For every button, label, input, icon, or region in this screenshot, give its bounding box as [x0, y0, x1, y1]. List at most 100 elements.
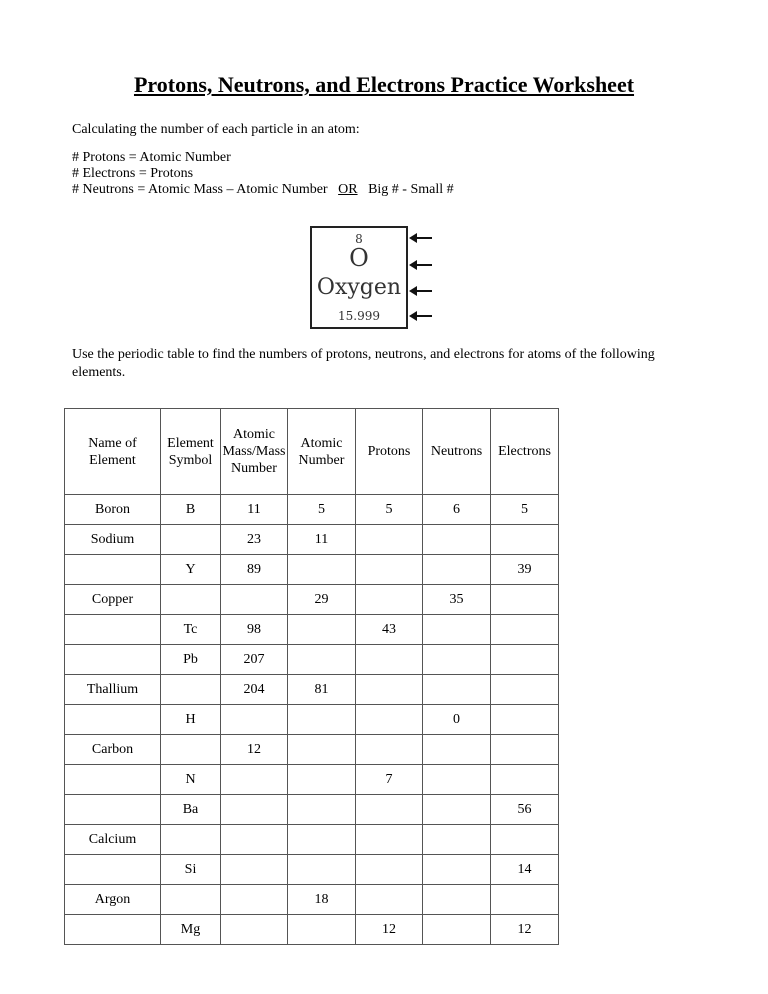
table-cell[interactable] [355, 734, 423, 765]
table-cell[interactable] [287, 734, 356, 765]
table-cell[interactable] [64, 554, 161, 585]
table-cell[interactable] [355, 644, 423, 675]
table-cell[interactable] [355, 854, 423, 885]
column-header: Atomic Number [287, 408, 356, 495]
table-cell: 98 [220, 614, 288, 645]
column-header: Electrons [490, 408, 559, 495]
table-cell: Tc [160, 614, 221, 645]
table-cell[interactable] [160, 884, 221, 915]
table-cell[interactable] [355, 884, 423, 915]
table-cell[interactable] [355, 704, 423, 735]
table-cell[interactable] [220, 794, 288, 825]
table-cell: 11 [287, 524, 356, 555]
table-cell[interactable] [490, 644, 559, 675]
table-cell[interactable] [422, 554, 491, 585]
table-row: Ba 56 [64, 794, 559, 825]
table-cell[interactable] [287, 764, 356, 795]
table-cell[interactable] [160, 524, 221, 555]
table-cell[interactable] [64, 854, 161, 885]
table-cell[interactable] [220, 824, 288, 855]
table-cell[interactable] [355, 824, 423, 855]
table-cell[interactable] [220, 584, 288, 615]
table-cell[interactable] [287, 824, 356, 855]
table-cell[interactable] [422, 914, 491, 945]
table-cell[interactable] [287, 914, 356, 945]
table-cell: Thallium [64, 674, 161, 705]
table-cell[interactable] [422, 644, 491, 675]
table-cell[interactable] [160, 584, 221, 615]
table-cell[interactable] [220, 704, 288, 735]
table-cell: 12 [355, 914, 423, 945]
instructions-line-2: elements. [72, 365, 126, 380]
table-cell[interactable] [490, 524, 559, 555]
table-cell[interactable] [490, 614, 559, 645]
table-cell: 35 [422, 584, 491, 615]
table-cell[interactable] [422, 854, 491, 885]
table-row: Boron B 11 5 5 6 5 [64, 494, 559, 525]
table-cell[interactable] [490, 734, 559, 765]
table-cell[interactable] [287, 794, 356, 825]
element-name: Oxygen [316, 275, 402, 300]
table-cell[interactable] [422, 764, 491, 795]
arrow-icon [409, 311, 432, 321]
table-cell[interactable] [355, 524, 423, 555]
table-cell[interactable] [64, 764, 161, 795]
table-cell[interactable] [287, 854, 356, 885]
table-cell[interactable] [287, 614, 356, 645]
table-cell[interactable] [287, 704, 356, 735]
table-cell: 81 [287, 674, 356, 705]
table-row: Argon 18 [64, 884, 559, 915]
table-cell[interactable] [422, 674, 491, 705]
table-cell[interactable] [490, 584, 559, 615]
table-cell[interactable] [64, 794, 161, 825]
table-cell: Mg [160, 914, 221, 945]
table-cell[interactable] [490, 674, 559, 705]
table-cell: 23 [220, 524, 288, 555]
table-cell[interactable] [422, 794, 491, 825]
table-cell[interactable] [287, 554, 356, 585]
table-cell: H [160, 704, 221, 735]
table-cell[interactable] [287, 644, 356, 675]
table-cell: 207 [220, 644, 288, 675]
table-row: Y 89 39 [64, 554, 559, 585]
table-cell[interactable] [64, 644, 161, 675]
table-cell[interactable] [490, 824, 559, 855]
table-cell[interactable] [220, 764, 288, 795]
table-row: Carbon 12 [64, 734, 559, 765]
table-cell[interactable] [220, 884, 288, 915]
table-cell[interactable] [422, 884, 491, 915]
table-cell: 5 [287, 494, 356, 525]
table-cell[interactable] [355, 554, 423, 585]
table-cell[interactable] [355, 674, 423, 705]
table-cell[interactable] [64, 704, 161, 735]
table-row: Copper 29 35 [64, 584, 559, 615]
table-cell[interactable] [490, 704, 559, 735]
table-cell[interactable] [490, 764, 559, 795]
table-cell: 5 [355, 494, 423, 525]
table-cell[interactable] [64, 614, 161, 645]
table-cell: 12 [490, 914, 559, 945]
table-cell[interactable] [160, 734, 221, 765]
table-row: Pb 207 [64, 644, 559, 675]
table-cell[interactable] [355, 794, 423, 825]
intro-text: Calculating the number of each particle … [72, 122, 360, 137]
table-cell[interactable] [422, 524, 491, 555]
table-cell: 39 [490, 554, 559, 585]
table-cell[interactable] [220, 854, 288, 885]
table-cell: 0 [422, 704, 491, 735]
table-cell[interactable] [355, 584, 423, 615]
table-cell[interactable] [220, 914, 288, 945]
table-row: Thallium 204 81 [64, 674, 559, 705]
table-cell[interactable] [422, 614, 491, 645]
table-cell[interactable] [490, 884, 559, 915]
table-cell: N [160, 764, 221, 795]
page-title: Protons, Neutrons, and Electrons Practic… [133, 72, 635, 97]
table-cell[interactable] [160, 824, 221, 855]
table-cell: 43 [355, 614, 423, 645]
table-cell[interactable] [422, 824, 491, 855]
table-cell[interactable] [422, 734, 491, 765]
table-cell[interactable] [64, 914, 161, 945]
table-cell[interactable] [160, 674, 221, 705]
